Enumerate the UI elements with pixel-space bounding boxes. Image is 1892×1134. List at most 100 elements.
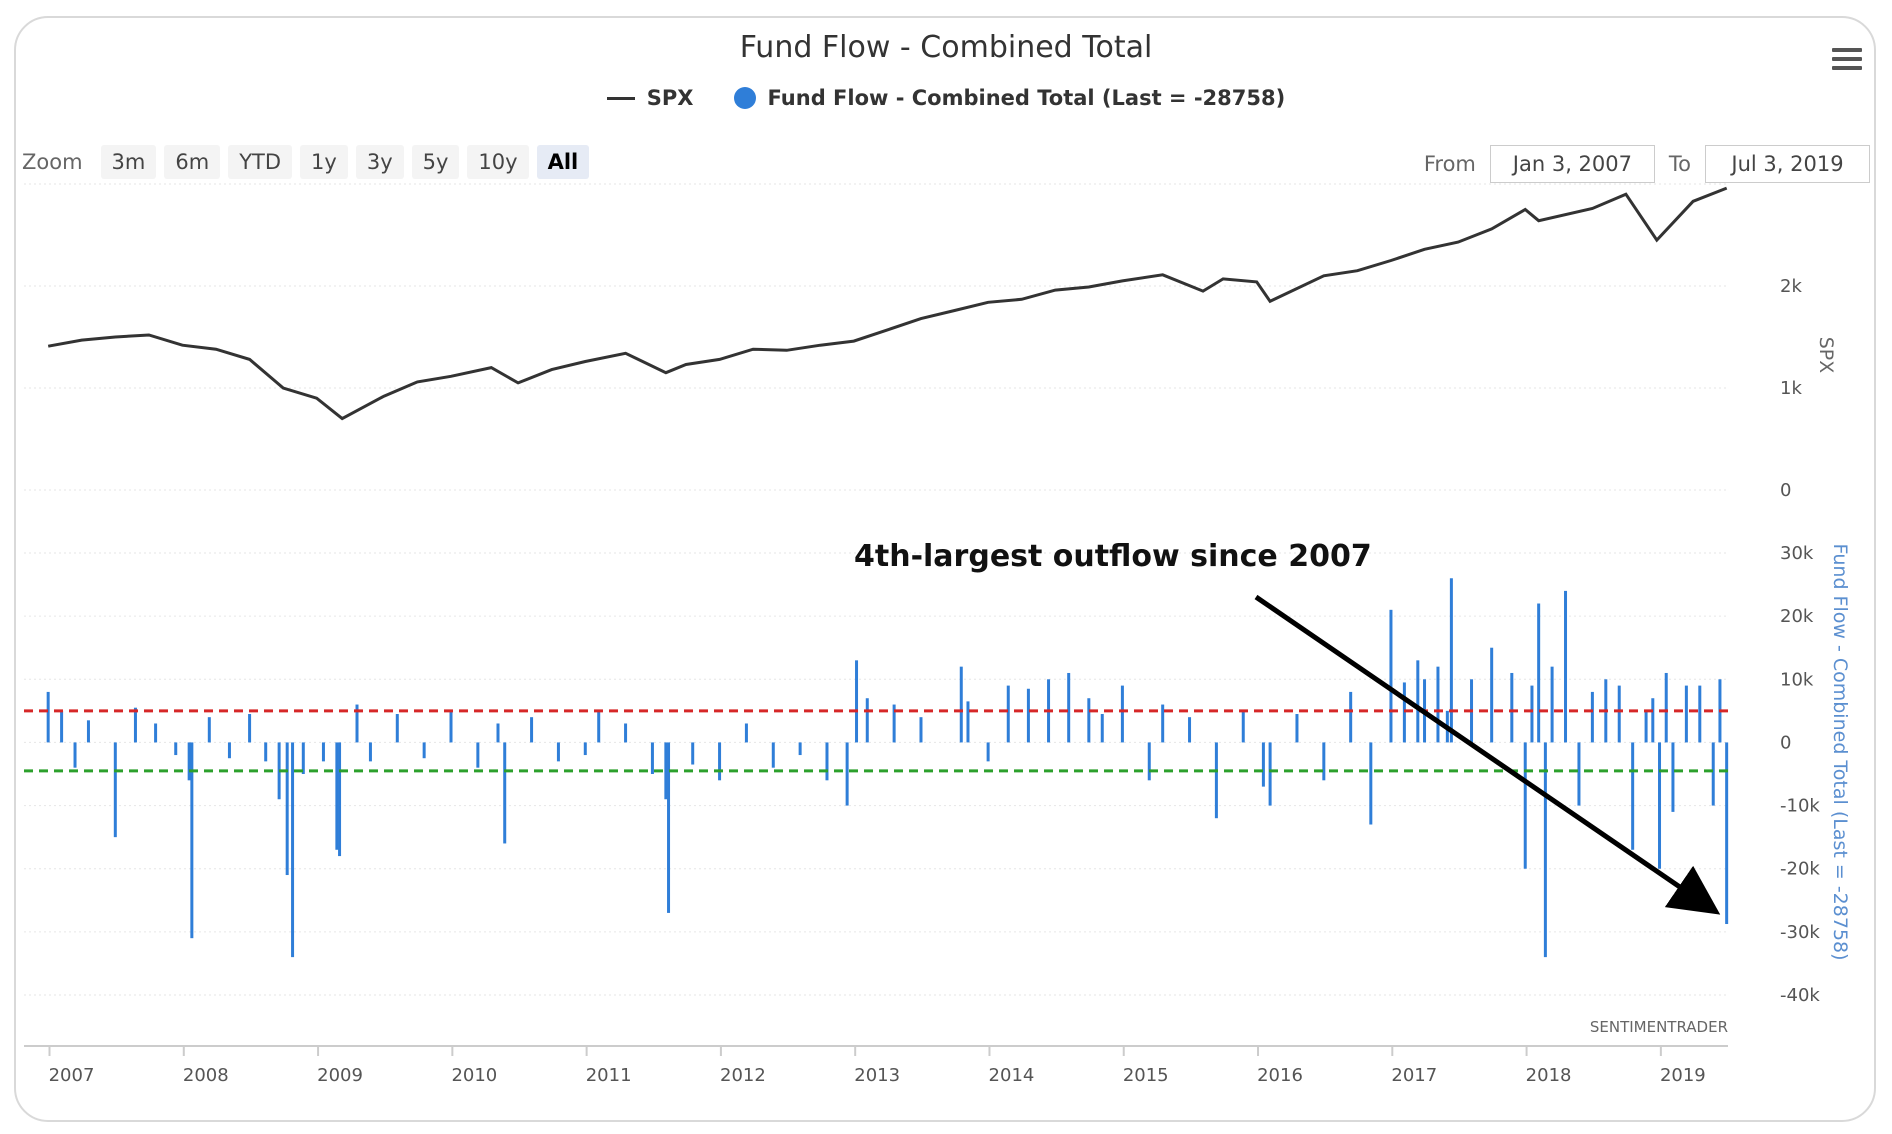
- fund-flow-bar: [1295, 714, 1299, 743]
- fund-flow-bar: [86, 720, 90, 743]
- fund-flow-bar: [1537, 603, 1541, 743]
- fund-flow-tick-label: 30k: [1780, 543, 1814, 564]
- fund-flow-tick-label: 0: [1780, 732, 1791, 753]
- zoom-5y-button[interactable]: 5y: [411, 145, 460, 179]
- fund-flow-bar: [530, 717, 534, 743]
- fund-flow-bar: [248, 714, 252, 743]
- fund-flow-bar: [227, 742, 231, 759]
- fund-flow-bar: [1188, 717, 1192, 743]
- line-series-icon: [606, 96, 635, 100]
- fund-flow-bar: [60, 710, 64, 743]
- zoom-all-button[interactable]: All: [536, 145, 590, 179]
- fund-flow-bar: [1026, 688, 1030, 743]
- fund-flow-bar: [1268, 742, 1272, 806]
- fund-flow-bar: [1658, 742, 1662, 869]
- fund-flow-bar: [321, 742, 325, 762]
- fund-flow-bar: [154, 723, 158, 743]
- fund-flow-bar: [1523, 742, 1527, 869]
- fund-flow-bar: [422, 742, 426, 759]
- fund-flow-bar: [718, 742, 722, 781]
- fund-flow-bar: [1402, 682, 1406, 743]
- fund-flow-bar: [959, 666, 963, 743]
- fund-flow-bar: [395, 714, 399, 743]
- credit-text: SENTIMENTRADER: [1590, 1018, 1728, 1036]
- spx-line: [47, 186, 1728, 421]
- fund-flow-bar: [503, 742, 507, 844]
- fund-flow-bar: [798, 742, 802, 756]
- fund-flow-bar: [1349, 691, 1353, 743]
- x-tick-label: 2017: [1391, 1065, 1437, 1086]
- spx-tick-label: 1k: [1780, 378, 1802, 399]
- fund-flow-bar: [496, 723, 500, 743]
- x-tick-label: 2009: [317, 1065, 363, 1086]
- legend-item-fund-flow[interactable]: Fund Flow - Combined Total (Last = -2875…: [733, 86, 1285, 110]
- fund-flow-bar: [190, 742, 194, 939]
- x-tick-label: 2011: [586, 1065, 632, 1086]
- to-date-input[interactable]: Jul 3, 2019: [1705, 145, 1870, 183]
- fund-flow-bar: [667, 742, 671, 913]
- fund-flow-bar: [825, 742, 829, 781]
- gridlines: [24, 183, 1728, 996]
- fund-flow-bar: [1261, 742, 1265, 787]
- fund-flow-bar: [73, 742, 77, 768]
- fund-flow-bar: [285, 742, 289, 876]
- fund-flow-bar: [1416, 660, 1420, 743]
- fund-flow-bar: [650, 742, 654, 774]
- fund-flow-bar: [174, 742, 178, 756]
- x-tick-label: 2008: [183, 1065, 229, 1086]
- fund-flow-bar: [1617, 685, 1621, 743]
- fund-flow-bar: [1698, 685, 1702, 743]
- fund-flow-bar: [1671, 742, 1675, 812]
- circle-series-icon: [733, 87, 756, 109]
- fund-flow-tick-label: -10k: [1780, 796, 1820, 817]
- zoom-1y-button[interactable]: 1y: [300, 145, 348, 179]
- from-date-input[interactable]: Jan 3, 2007: [1489, 145, 1655, 183]
- x-tick-label: 2007: [49, 1065, 95, 1086]
- fund-flow-bar: [583, 742, 587, 756]
- legend-item-spx[interactable]: SPX: [606, 86, 694, 110]
- fund-flow-bar: [1550, 666, 1554, 743]
- fund-flow-bar: [1241, 710, 1245, 743]
- fund-flow-bar: [1711, 742, 1715, 806]
- x-tick-label: 2019: [1660, 1065, 1706, 1086]
- fund-flow-bar: [966, 701, 970, 743]
- x-tick-label: 2012: [720, 1065, 766, 1086]
- date-range: From Jan 3, 2007 To Jul 3, 2019: [1424, 145, 1870, 183]
- fund-flow-bar: [771, 742, 775, 768]
- zoom-bar: Zoom 3m 6m YTD 1y 3y 5y 10y All: [22, 145, 590, 179]
- legend: SPX Fund Flow - Combined Total (Last = -…: [0, 86, 1892, 110]
- fund-flow-bar: [46, 691, 50, 743]
- fund-flow-bar: [986, 742, 990, 762]
- zoom-6m-button[interactable]: 6m: [164, 145, 221, 179]
- fund-flow-bar: [1684, 685, 1688, 743]
- fund-flow-bar: [1543, 742, 1547, 958]
- x-tick-label: 2015: [1123, 1065, 1169, 1086]
- fund-flow-tick-label: -30k: [1780, 922, 1820, 943]
- annotation-text: 4th-largest outflow since 2007: [854, 539, 1372, 574]
- zoom-10y-button[interactable]: 10y: [467, 145, 529, 179]
- fund-flow-bar: [301, 742, 305, 774]
- fund-flow-bar: [335, 742, 339, 850]
- fund-flow-bar: [355, 704, 359, 743]
- fund-flow-bar: [597, 710, 601, 743]
- fund-flow-bar: [1651, 698, 1655, 743]
- fund-flow-bar: [1322, 742, 1326, 781]
- spx-axis: 0 1k 2k: [1780, 276, 1802, 501]
- fund-flow-bar: [845, 742, 849, 806]
- zoom-3y-button[interactable]: 3y: [355, 145, 404, 179]
- zoom-label: Zoom: [22, 150, 83, 174]
- fund-flow-bar: [1644, 710, 1648, 743]
- spx-tick-label: 2k: [1780, 276, 1802, 297]
- hamburger-menu-icon[interactable]: [1832, 48, 1862, 74]
- fund-flow-bar: [624, 723, 628, 743]
- zoom-3m-button[interactable]: 3m: [100, 145, 157, 179]
- x-tick-label: 2013: [854, 1065, 900, 1086]
- fund-flow-tick-label: 20k: [1780, 606, 1814, 627]
- zoom-ytd-button[interactable]: YTD: [228, 145, 293, 179]
- fund-flow-bar: [476, 742, 480, 768]
- x-tick-label: 2010: [451, 1065, 497, 1086]
- x-axis: 2007 2008 2009 2010 2011 2012 2013 2014 2015 2016…: [24, 1045, 1728, 1086]
- fund-flow-bars: [46, 578, 1729, 958]
- fund-flow-bar: [1161, 704, 1165, 743]
- fund-flow-bar: [1590, 691, 1594, 743]
